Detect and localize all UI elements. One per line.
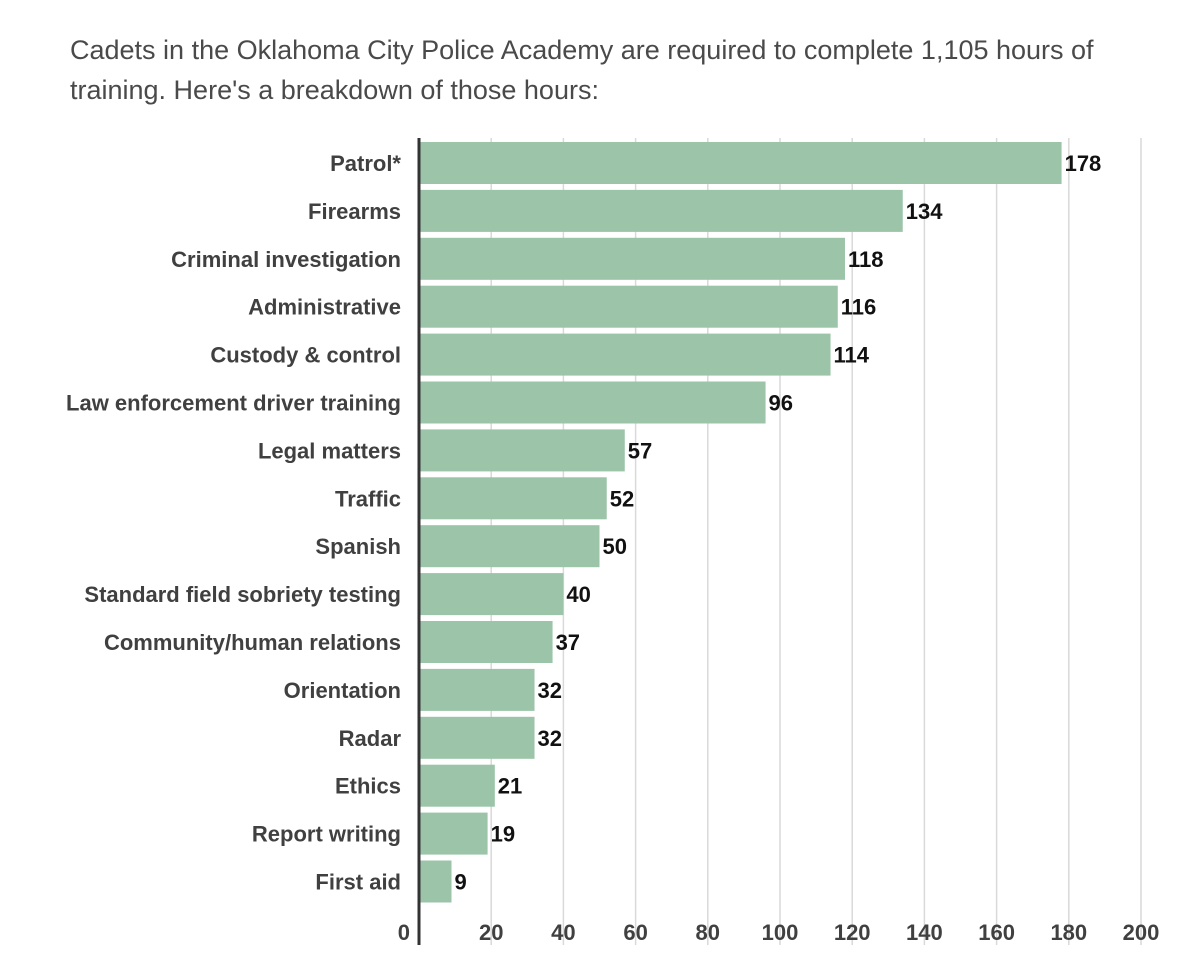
data-label: 32 bbox=[538, 726, 562, 751]
data-label: 40 bbox=[566, 582, 590, 607]
data-label: 116 bbox=[841, 295, 877, 320]
data-label: 32 bbox=[538, 678, 562, 703]
category-label: Ethics bbox=[335, 774, 401, 799]
data-label: 37 bbox=[556, 630, 580, 655]
bar bbox=[419, 237, 845, 280]
x-tick-label: 0 bbox=[398, 920, 410, 945]
bar bbox=[419, 333, 831, 376]
category-label: Administrative bbox=[248, 295, 401, 320]
bar bbox=[419, 860, 452, 903]
category-label: Standard field sobriety testing bbox=[84, 582, 401, 607]
data-label: 118 bbox=[848, 247, 884, 272]
bar bbox=[419, 716, 535, 759]
data-label: 52 bbox=[610, 486, 634, 511]
category-label: Orientation bbox=[284, 678, 401, 703]
category-label: Spanish bbox=[315, 534, 401, 559]
category-label: First aid bbox=[315, 870, 401, 895]
x-tick-label: 200 bbox=[1123, 920, 1160, 945]
category-label: Community/human relations bbox=[104, 630, 401, 655]
data-label: 57 bbox=[628, 438, 652, 463]
bar bbox=[419, 764, 495, 807]
bar bbox=[419, 285, 838, 328]
bar bbox=[419, 812, 488, 855]
category-label: Radar bbox=[339, 726, 402, 751]
category-label: Traffic bbox=[335, 486, 401, 511]
data-label: 96 bbox=[769, 391, 793, 416]
category-label: Custody & control bbox=[210, 343, 401, 368]
bar bbox=[419, 142, 1062, 184]
data-label: 178 bbox=[1065, 151, 1102, 176]
category-label: Criminal investigation bbox=[171, 247, 401, 272]
chart-title: Cadets in the Oklahoma City Police Acade… bbox=[70, 35, 1094, 105]
bar bbox=[419, 525, 600, 568]
data-label: 50 bbox=[603, 534, 627, 559]
data-label: 21 bbox=[498, 774, 522, 799]
x-tick-label: 160 bbox=[978, 920, 1015, 945]
x-tick-label: 100 bbox=[762, 920, 799, 945]
x-tick-label: 20 bbox=[479, 920, 503, 945]
data-label: 114 bbox=[834, 343, 870, 368]
bar bbox=[419, 573, 564, 616]
x-tick-label: 80 bbox=[696, 920, 720, 945]
data-label: 19 bbox=[491, 822, 515, 847]
category-label: Legal matters bbox=[258, 438, 401, 463]
x-tick-label: 140 bbox=[906, 920, 943, 945]
x-tick-label: 180 bbox=[1050, 920, 1087, 945]
bar bbox=[419, 381, 766, 424]
category-label: Patrol* bbox=[330, 151, 401, 176]
data-label: 9 bbox=[454, 870, 466, 895]
x-tick-label: 60 bbox=[623, 920, 647, 945]
data-label: 134 bbox=[906, 199, 943, 224]
category-label: Report writing bbox=[252, 822, 401, 847]
category-label: Firearms bbox=[308, 199, 401, 224]
bar bbox=[419, 189, 903, 232]
bar bbox=[419, 668, 535, 711]
bar bbox=[419, 477, 607, 520]
category-label: Law enforcement driver training bbox=[66, 391, 401, 416]
bar bbox=[419, 621, 553, 663]
x-tick-label: 40 bbox=[551, 920, 575, 945]
x-tick-label: 120 bbox=[834, 920, 871, 945]
bar bbox=[419, 429, 625, 472]
